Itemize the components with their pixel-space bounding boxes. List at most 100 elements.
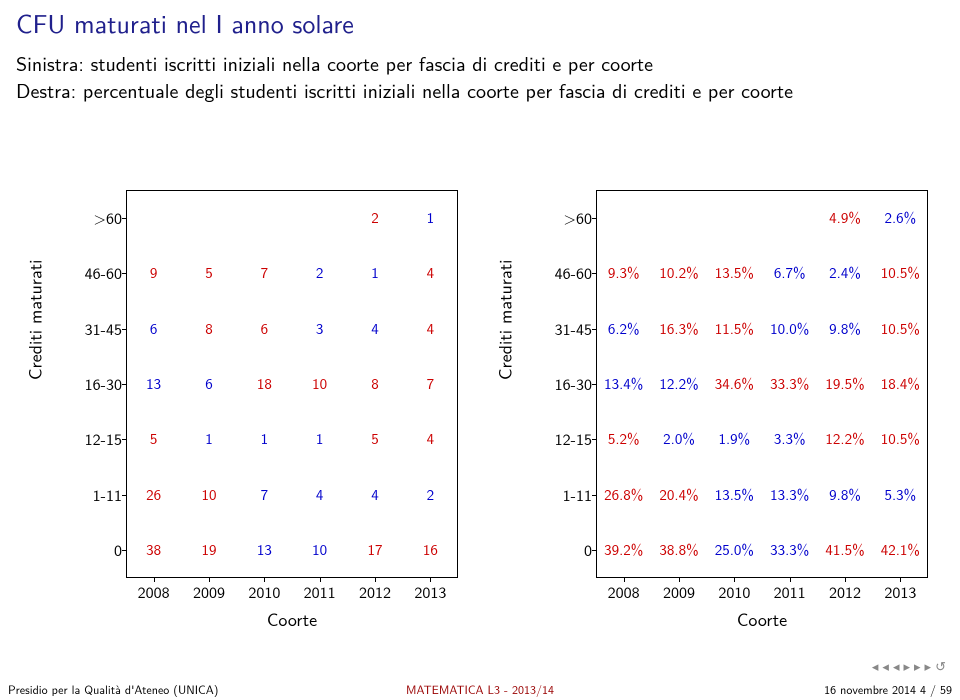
chart-cell: 25.0% xyxy=(708,542,760,557)
chart-cell: 5.2% xyxy=(598,431,650,446)
nav-fwd-icon[interactable]: ▸ xyxy=(904,657,915,676)
body-text: Sinistra: studenti iscritti iniziali nel… xyxy=(16,50,944,104)
y-tick-mark xyxy=(122,495,126,496)
chart-cell: 5 xyxy=(194,265,224,280)
footer-left: Presidio per la Qualità d'Ateneo (UNICA) xyxy=(8,680,218,698)
y-tick-label: 12-15 xyxy=(540,431,592,447)
chart-cell: 13.3% xyxy=(764,487,816,502)
x-tick-mark xyxy=(264,578,265,582)
plot-area-left xyxy=(126,190,458,578)
chart-cell: 10.2% xyxy=(653,265,705,280)
chart-cell: 38.8% xyxy=(653,542,705,557)
chart-cell: 18.4% xyxy=(874,376,926,391)
chart-cell: 6 xyxy=(139,321,169,336)
y-tick-label: 31-45 xyxy=(70,321,122,337)
chart-cell: 18 xyxy=(249,376,279,391)
chart-cell: 10.5% xyxy=(874,431,926,446)
x-tick-label: 2009 xyxy=(184,584,234,600)
body-line-2: Destra: percentuale degli studenti iscri… xyxy=(16,76,793,105)
chart-cell: 33.3% xyxy=(764,376,816,391)
chart-cell: 16 xyxy=(415,542,445,557)
y-tick-label: 46-60 xyxy=(540,265,592,281)
x-tick-label: 2012 xyxy=(350,584,400,600)
chart-cell: 26.8% xyxy=(598,487,650,502)
y-tick-mark xyxy=(592,384,596,385)
x-tick-mark xyxy=(209,578,210,582)
chart-cell: 9.3% xyxy=(598,265,650,280)
x-axis-label-left: Coorte xyxy=(126,605,458,632)
x-tick-label: 2011 xyxy=(295,584,345,600)
chart-cell: 6 xyxy=(194,376,224,391)
y-axis-label-left: Crediti maturati xyxy=(21,260,48,380)
y-tick-mark xyxy=(592,439,596,440)
chart-cell: 4 xyxy=(305,487,335,502)
chart-cell: 10 xyxy=(305,542,335,557)
x-tick-mark xyxy=(845,578,846,582)
chart-cell: 20.4% xyxy=(653,487,705,502)
y-tick-mark xyxy=(122,384,126,385)
chart-cell: 10.5% xyxy=(874,321,926,336)
x-tick-label: 2013 xyxy=(875,584,925,600)
chart-cell: 9.8% xyxy=(819,321,871,336)
y-tick-label: 1-11 xyxy=(540,487,592,503)
nav-fwd-section-icon[interactable]: ▸▸ xyxy=(914,657,935,676)
chart-cell: 4 xyxy=(415,321,445,336)
chart-cell: 10 xyxy=(305,376,335,391)
chart-cell: 5 xyxy=(360,431,390,446)
y-tick-mark xyxy=(122,329,126,330)
chart-cell: 11.5% xyxy=(708,321,760,336)
x-tick-mark xyxy=(790,578,791,582)
chart-cell: 8 xyxy=(360,376,390,391)
chart-cell: 10 xyxy=(194,487,224,502)
y-tick-label: >60 xyxy=(540,210,592,226)
chart-cell: 2 xyxy=(305,265,335,280)
chart-cell: 2 xyxy=(415,487,445,502)
y-tick-label: 16-30 xyxy=(540,376,592,392)
nav-back-section-icon[interactable]: ◂◂ xyxy=(872,657,893,676)
chart-cell: 4 xyxy=(360,321,390,336)
chart-cell: 13.5% xyxy=(708,265,760,280)
nav-back-icon[interactable]: ◂ xyxy=(893,657,904,676)
y-tick-mark xyxy=(592,495,596,496)
chart-cell: 6 xyxy=(249,321,279,336)
chart-cell: 3.3% xyxy=(764,431,816,446)
x-tick-label: 2008 xyxy=(599,584,649,600)
chart-cell: 4 xyxy=(415,431,445,446)
chart-cell: 2.0% xyxy=(653,431,705,446)
x-tick-label: 2013 xyxy=(405,584,455,600)
y-tick-mark xyxy=(122,439,126,440)
chart-cell: 1 xyxy=(305,431,335,446)
slide-title: CFU maturati nel I anno solare xyxy=(16,4,354,42)
beamer-nav-icons: ◂◂◂▸▸▸↺ xyxy=(872,657,950,676)
x-axis-label-right: Coorte xyxy=(596,605,928,632)
chart-cell: 2.4% xyxy=(819,265,871,280)
y-tick-label: 12-15 xyxy=(70,431,122,447)
chart-cell: 7 xyxy=(249,487,279,502)
chart-cell: 39.2% xyxy=(598,542,650,557)
y-tick-label: >60 xyxy=(70,210,122,226)
y-tick-label: 0 xyxy=(540,542,592,558)
x-tick-mark xyxy=(734,578,735,582)
chart-cell: 38 xyxy=(139,542,169,557)
x-tick-label: 2009 xyxy=(654,584,704,600)
nav-refresh-icon[interactable]: ↺ xyxy=(935,657,950,676)
chart-cell: 42.1% xyxy=(874,542,926,557)
chart-cell: 6.2% xyxy=(598,321,650,336)
chart-cell: 4 xyxy=(360,487,390,502)
chart-cell: 6.7% xyxy=(764,265,816,280)
y-tick-label: 1-11 xyxy=(70,487,122,503)
x-tick-mark xyxy=(624,578,625,582)
x-tick-mark xyxy=(900,578,901,582)
body-line-1: Sinistra: studenti iscritti iniziali nel… xyxy=(16,49,653,78)
chart-cell: 33.3% xyxy=(764,542,816,557)
chart-cell: 3 xyxy=(305,321,335,336)
x-tick-label: 2012 xyxy=(820,584,870,600)
chart-cell: 1 xyxy=(360,265,390,280)
chart-cell: 19 xyxy=(194,542,224,557)
chart-cell: 4 xyxy=(415,265,445,280)
y-tick-mark xyxy=(122,218,126,219)
chart-cell: 9.8% xyxy=(819,487,871,502)
chart-cell: 2.6% xyxy=(874,210,926,225)
chart-cell: 1 xyxy=(249,431,279,446)
y-tick-mark xyxy=(122,273,126,274)
